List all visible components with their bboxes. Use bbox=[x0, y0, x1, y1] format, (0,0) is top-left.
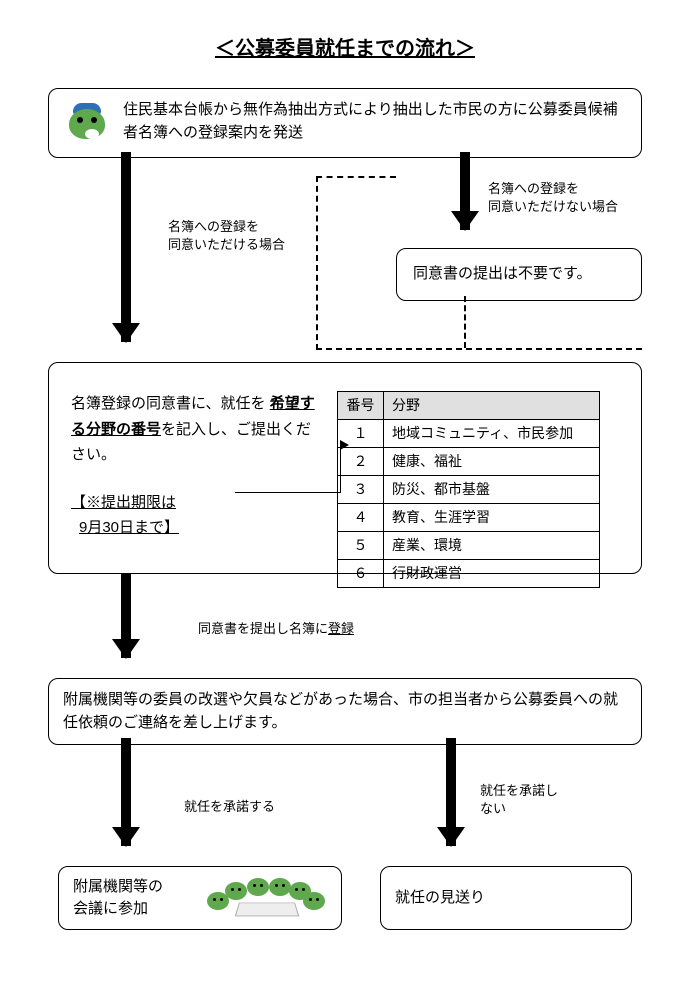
arrow-agree bbox=[121, 152, 131, 342]
table-row: ３防災、都市基盤 bbox=[338, 476, 600, 504]
cell-field: 産業、環境 bbox=[384, 532, 600, 560]
label-submit: 同意書を提出し名簿に登録 bbox=[198, 620, 354, 638]
label-disagree: 名簿への登録を 同意いただけない場合 bbox=[488, 180, 618, 216]
table-row: １地域コミュニティ、市民参加 bbox=[338, 420, 600, 448]
cell-field: 教育、生涯学習 bbox=[384, 504, 600, 532]
step5-text: 附属機関等の 会議に参加 bbox=[73, 876, 207, 921]
cell-num: ２ bbox=[338, 448, 384, 476]
label-decline: 就任を承諾し ない bbox=[480, 782, 558, 818]
table-row: ６行財政運営 bbox=[338, 560, 600, 588]
table-row: ４教育、生涯学習 bbox=[338, 504, 600, 532]
label-agree: 名簿への登録を 同意いただける場合 bbox=[168, 218, 285, 254]
step5-box: 附属機関等の 会議に参加 bbox=[58, 866, 342, 930]
cell-num: ６ bbox=[338, 560, 384, 588]
mascot-icon bbox=[63, 99, 111, 147]
step3-pre: 名簿登録の同意書に、就任を bbox=[71, 395, 266, 412]
table-row: ２健康、福祉 bbox=[338, 448, 600, 476]
th-num: 番号 bbox=[338, 392, 384, 420]
step3-box: 名簿登録の同意書に、就任を 希望する分野の番号を記入し、ご提出ください。 【※提… bbox=[48, 362, 642, 574]
fields-table: 番号 分野 １地域コミュニティ、市民参加２健康、福祉３防災、都市基盤４教育、生涯… bbox=[337, 391, 600, 588]
dashed-line-h2 bbox=[316, 176, 396, 178]
cell-num: ４ bbox=[338, 504, 384, 532]
label-accept: 就任を承諾する bbox=[184, 798, 275, 816]
step6-text: 就任の見送り bbox=[395, 887, 485, 910]
arrow-decline bbox=[446, 738, 456, 846]
cell-num: ３ bbox=[338, 476, 384, 504]
arrow-disagree bbox=[460, 152, 470, 230]
cell-field: 防災、都市基盤 bbox=[384, 476, 600, 504]
cell-field: 地域コミュニティ、市民参加 bbox=[384, 420, 600, 448]
step1-text: 住民基本台帳から無作為抽出方式により抽出した市民の方に公募委員候補者名簿への登録… bbox=[123, 99, 627, 144]
arrow-submit bbox=[121, 574, 131, 658]
cell-field: 健康、福祉 bbox=[384, 448, 600, 476]
cell-field: 行財政運営 bbox=[384, 560, 600, 588]
page-title: ＜公募委員就任までの流れ＞ bbox=[0, 0, 690, 61]
connector-line bbox=[235, 445, 341, 493]
mascot-group-icon bbox=[207, 876, 327, 920]
arrow-accept bbox=[121, 738, 131, 846]
step4-text: 附属機関等の委員の改選や欠員などがあった場合、市の担当者から公募委員への就任依頼… bbox=[63, 691, 618, 731]
table-row: ５産業、環境 bbox=[338, 532, 600, 560]
step6-box: 就任の見送り bbox=[380, 866, 632, 930]
th-field: 分野 bbox=[384, 392, 600, 420]
cell-num: ５ bbox=[338, 532, 384, 560]
step1-box: 住民基本台帳から無作為抽出方式により抽出した市民の方に公募委員候補者名簿への登録… bbox=[48, 88, 642, 158]
step3-deadline: 【※提出期限は 9月30日まで】 bbox=[71, 490, 323, 541]
step2-text: 同意書の提出は不要です。 bbox=[413, 265, 592, 282]
title-text: ＜公募委員就任までの流れ＞ bbox=[215, 38, 475, 60]
dashed-line-v2 bbox=[316, 176, 318, 350]
label-submit-pre: 同意書を提出し名簿に bbox=[198, 621, 328, 636]
step2-box: 同意書の提出は不要です。 bbox=[396, 248, 642, 301]
dashed-line-v bbox=[464, 296, 466, 348]
dashed-line-h1 bbox=[316, 348, 642, 350]
label-submit-u: 登録 bbox=[328, 621, 354, 636]
step4-box: 附属機関等の委員の改選や欠員などがあった場合、市の担当者から公募委員への就任依頼… bbox=[48, 678, 642, 745]
